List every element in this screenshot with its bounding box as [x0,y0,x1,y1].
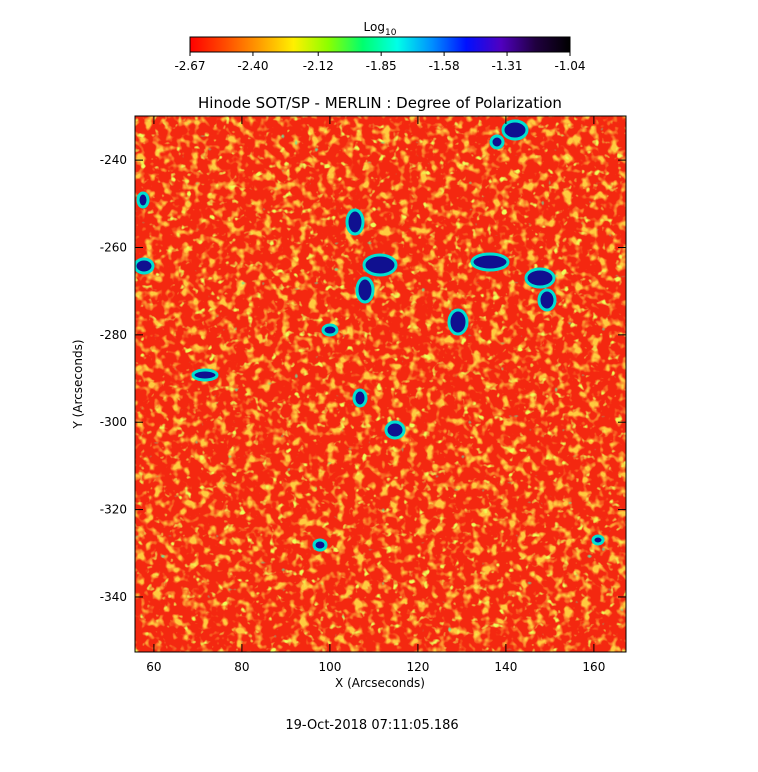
y-axis-label: Y (Arcseconds) [71,339,85,429]
x-tick-label: 140 [494,660,517,674]
x-tick-label: 80 [234,660,249,674]
y-tick-label: -280 [100,328,127,342]
y-tick-label: -240 [100,153,127,167]
x-tick-label: 60 [146,660,161,674]
chart-title: Hinode SOT/SP - MERLIN : Degree of Polar… [198,94,562,112]
x-tick-label: 160 [582,660,605,674]
x-tick-label: 120 [406,660,429,674]
timestamp: 19-Oct-2018 07:11:05.186 [285,718,458,733]
plot-frame [134,115,627,653]
colorbar-tick-label: -2.40 [237,59,268,73]
colorbar-tick-label: -1.58 [429,59,460,73]
x-tick-label: 100 [318,660,341,674]
colorbar-title-sub: 10 [385,28,397,38]
y-tick-label: -260 [100,240,127,254]
colorbar-tick-label: -2.12 [303,59,334,73]
colorbar-tick-label: -1.31 [492,59,523,73]
y-tick-label: -300 [100,415,127,429]
y-tick-label: -340 [100,590,127,604]
colorbar-tick-label: -1.85 [366,59,397,73]
polarization-image [135,116,626,652]
x-axis-label: X (Arcseconds) [335,676,425,690]
colorbar [189,36,571,53]
colorbar-title-main: Log [364,20,385,34]
colorbar-title: Log10 [364,20,397,38]
colorbar-tick-label: -2.67 [174,59,205,73]
colorbar-tick-label: -1.04 [554,59,585,73]
y-tick-label: -320 [100,503,127,517]
